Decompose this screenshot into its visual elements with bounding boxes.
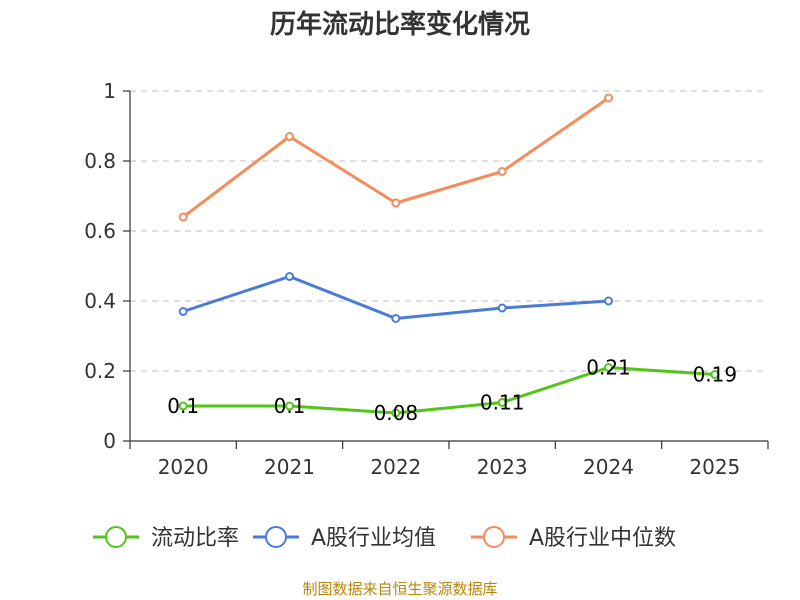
series-line: [183, 366, 715, 415]
data-label: 0.08: [374, 401, 419, 425]
legend-label: A股行业均值: [311, 526, 436, 551]
series-point: [285, 401, 294, 411]
data-label: 0.21: [586, 356, 631, 380]
data-label: 0.19: [693, 363, 738, 387]
series-point: [178, 212, 188, 222]
y-tick-label: 1: [103, 79, 116, 103]
x-tick-label: 2021: [264, 455, 315, 479]
legend-marker: [265, 526, 287, 548]
data-label: 0.1: [274, 394, 306, 418]
axes: 0 0.2 0.4 0.6 0.8 1 2020 2021 2022 2023 2024 2025: [84, 79, 769, 479]
series-point: [497, 167, 507, 176]
series-point: [391, 198, 401, 208]
legend-item: A股行业中位数: [471, 526, 676, 551]
legend: 流动比率 A股行业均值 A股行业中位数: [93, 526, 676, 551]
series-point: [497, 303, 507, 313]
chart-title: 历年流动比率变化情况: [270, 9, 530, 40]
series-point: [178, 307, 188, 316]
x-tick-label: 2024: [583, 455, 634, 479]
x-tick-label: 2022: [370, 455, 421, 479]
series-point: [604, 93, 613, 103]
x-tick-label: 2023: [477, 455, 528, 479]
y-tick-label: 0.4: [84, 289, 116, 313]
series-point: [178, 401, 188, 411]
legend-marker: [105, 526, 127, 548]
series-line: [182, 275, 609, 320]
data-labels: 0.1 0.1 0.08 0.11 0.21 0.19: [167, 356, 737, 426]
y-tick-label: 0.6: [84, 219, 116, 243]
y-tick-label: 0.2: [84, 359, 116, 383]
data-label: 0.1: [167, 394, 199, 418]
y-tick-label: 0: [103, 429, 116, 453]
series-point: [285, 272, 294, 281]
legend-item: A股行业均值: [253, 526, 436, 551]
grid-lines: [130, 90, 768, 372]
series-lines: [178, 93, 720, 418]
series-point: [497, 398, 507, 407]
x-tick-label: 2025: [689, 455, 740, 479]
legend-item: 流动比率: [93, 526, 239, 551]
series-point: [604, 296, 613, 306]
data-label: 0.11: [480, 391, 525, 415]
legend-label: 流动比率: [151, 526, 239, 551]
series-point: [391, 408, 401, 418]
series-point: [285, 132, 294, 141]
legend-label: A股行业中位数: [529, 526, 676, 551]
series-point: [604, 363, 613, 372]
y-tick-label: 0.8: [84, 149, 116, 173]
legend-marker: [483, 526, 505, 548]
series-point: [710, 370, 720, 379]
source-caption: 制图数据来自恒生聚源数据库: [302, 580, 497, 598]
x-tick-label: 2020: [158, 455, 209, 479]
series-point: [391, 314, 401, 323]
